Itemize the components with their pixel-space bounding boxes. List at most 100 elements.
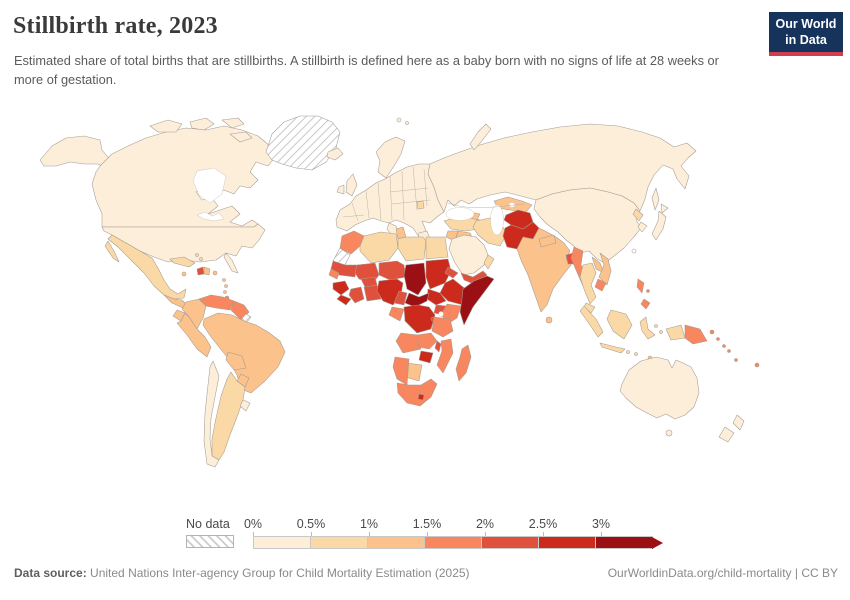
region-ireland[interactable] xyxy=(336,184,345,195)
region-west-papua[interactable] xyxy=(665,324,686,341)
region-sierra-leone[interactable] xyxy=(336,294,352,306)
region-australia[interactable] xyxy=(619,356,700,420)
region-niger[interactable] xyxy=(378,260,407,281)
region-lesotho[interactable] xyxy=(417,393,425,401)
region-png-islands-1[interactable] xyxy=(709,329,715,335)
region-lesser-sunda-2[interactable] xyxy=(634,352,638,356)
region-bahamas-1[interactable] xyxy=(195,253,199,257)
region-canada-arctic-2[interactable] xyxy=(189,117,215,131)
region-gabon-congo[interactable] xyxy=(388,306,405,322)
region-sulawesi[interactable] xyxy=(639,316,656,340)
region-hokkaido[interactable] xyxy=(660,203,669,214)
world-choropleth-map[interactable] xyxy=(0,108,850,508)
region-iceland[interactable] xyxy=(326,147,344,161)
region-maluku-1[interactable] xyxy=(654,324,658,328)
region-lesser-sunda-1[interactable] xyxy=(626,350,630,354)
region-scandinavia[interactable] xyxy=(375,136,406,179)
region-ivory-coast[interactable] xyxy=(348,286,365,304)
region-tasmania[interactable] xyxy=(665,429,673,437)
region-united-kingdom[interactable] xyxy=(345,173,358,197)
region-eritrea[interactable] xyxy=(444,266,459,279)
region-canada-arctic-3[interactable] xyxy=(221,117,245,129)
legend-bucket-5[interactable] xyxy=(538,536,596,549)
region-peru[interactable] xyxy=(176,312,212,358)
region-cambodia[interactable] xyxy=(594,278,607,292)
region-sri-lanka[interactable] xyxy=(545,316,553,324)
owid-logo[interactable]: Our World in Data xyxy=(769,12,843,57)
region-visayas[interactable] xyxy=(646,289,650,293)
region-vanuatu[interactable] xyxy=(734,358,738,362)
region-venezuela[interactable] xyxy=(198,294,235,311)
region-baja[interactable] xyxy=(104,240,120,263)
region-zimbabwe[interactable] xyxy=(418,350,434,364)
legend-no-data-swatch[interactable] xyxy=(186,535,234,548)
region-yemen[interactable] xyxy=(460,270,488,286)
region-lesser-antilles-2[interactable] xyxy=(224,284,228,288)
legend-bucket-4[interactable] xyxy=(481,536,539,549)
region-oman[interactable] xyxy=(483,254,495,270)
region-namibia[interactable] xyxy=(392,356,410,386)
region-china[interactable] xyxy=(533,187,642,264)
region-java[interactable] xyxy=(599,342,626,354)
region-drc[interactable] xyxy=(403,304,436,334)
region-solomon-1[interactable] xyxy=(722,344,726,348)
region-chad[interactable] xyxy=(403,262,427,296)
region-dominican-republic[interactable] xyxy=(203,266,211,276)
region-north-korea[interactable] xyxy=(632,208,644,222)
region-algeria[interactable] xyxy=(359,231,399,264)
region-burkina-faso[interactable] xyxy=(360,276,378,288)
region-haiti[interactable] xyxy=(196,266,205,276)
region-nz-south[interactable] xyxy=(718,426,735,443)
region-russia[interactable] xyxy=(427,123,697,213)
region-luzon[interactable] xyxy=(636,278,645,294)
region-bahamas-2[interactable] xyxy=(199,257,203,261)
region-canada-arctic-1[interactable] xyxy=(149,119,183,133)
region-greenland[interactable] xyxy=(265,115,341,171)
region-guinea[interactable] xyxy=(332,280,350,296)
footer-link[interactable]: OurWorldinData.org/child-mortality | CC … xyxy=(607,566,838,580)
region-senegal[interactable] xyxy=(328,268,340,280)
region-svalbard-1[interactable] xyxy=(396,117,402,123)
region-somalia[interactable] xyxy=(459,275,495,326)
region-zambia[interactable] xyxy=(416,332,438,350)
region-south-africa[interactable] xyxy=(396,378,438,407)
region-nepal[interactable] xyxy=(538,234,557,248)
region-malawi[interactable] xyxy=(434,340,442,353)
region-cuba[interactable] xyxy=(169,256,196,268)
region-malaysia[interactable] xyxy=(583,302,596,314)
region-angola[interactable] xyxy=(395,332,422,354)
legend-bucket-2[interactable] xyxy=(367,536,425,549)
region-florida[interactable] xyxy=(223,252,239,274)
legend-bucket-6[interactable] xyxy=(595,536,653,549)
region-maluku-2[interactable] xyxy=(659,330,663,334)
region-lesser-antilles-3[interactable] xyxy=(223,290,227,294)
region-mindanao[interactable] xyxy=(640,298,651,310)
region-libya[interactable] xyxy=(397,236,427,262)
region-mozambique[interactable] xyxy=(436,338,454,374)
region-bolivia[interactable] xyxy=(225,351,247,371)
region-saudi-arabia[interactable] xyxy=(448,234,489,276)
legend-bucket-1[interactable] xyxy=(310,536,368,549)
region-europe[interactable] xyxy=(335,163,445,238)
region-tanzania[interactable] xyxy=(431,316,454,338)
region-egypt[interactable] xyxy=(425,236,449,260)
region-papua-new-guinea[interactable] xyxy=(684,324,708,345)
region-canada[interactable] xyxy=(91,125,277,228)
region-central-african-republic[interactable] xyxy=(404,292,430,308)
region-south-korea[interactable] xyxy=(637,221,648,233)
region-japan[interactable] xyxy=(651,210,667,241)
region-moldova[interactable] xyxy=(416,200,425,210)
region-cameroon[interactable] xyxy=(393,290,408,306)
region-canada-arctic-4[interactable] xyxy=(229,131,253,143)
region-lesser-antilles-1[interactable] xyxy=(222,278,226,282)
region-brazil[interactable] xyxy=(202,312,286,394)
region-svalbard-2[interactable] xyxy=(405,121,409,125)
region-argentina[interactable] xyxy=(211,371,246,461)
region-solomon-2[interactable] xyxy=(727,349,731,353)
region-fiji[interactable] xyxy=(754,362,760,368)
region-alaska[interactable] xyxy=(39,135,113,169)
region-mexico[interactable] xyxy=(107,234,187,300)
region-puerto-rico[interactable] xyxy=(212,270,218,276)
region-borneo[interactable] xyxy=(606,309,633,340)
region-madagascar[interactable] xyxy=(455,344,472,382)
